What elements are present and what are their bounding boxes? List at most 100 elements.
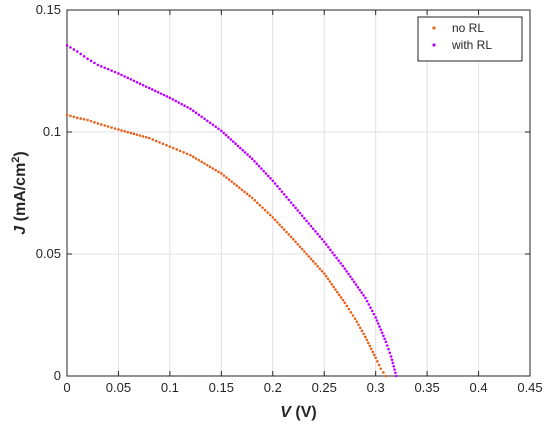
data-point [394, 374, 398, 378]
data-point [332, 285, 335, 289]
data-point [269, 177, 272, 180]
data-point [238, 186, 241, 190]
y-axis-unit-superscript: 2 [10, 157, 22, 163]
data-point [231, 140, 235, 143]
data-point [110, 126, 113, 129]
data-point [322, 272, 326, 275]
data-point [189, 153, 192, 157]
data-point [222, 174, 226, 177]
data-point [345, 270, 348, 273]
data-point [93, 61, 96, 65]
data-point [106, 67, 110, 71]
data-point [377, 363, 381, 367]
data-point [206, 163, 209, 167]
data-point [203, 162, 206, 165]
data-point [298, 245, 302, 248]
data-point [189, 107, 192, 111]
data-point [371, 350, 375, 354]
data-point [360, 291, 363, 294]
data-point [376, 360, 379, 363]
data-point [353, 317, 357, 320]
data-point [153, 89, 157, 93]
data-point [132, 79, 136, 83]
data-point [96, 63, 100, 67]
data-point [197, 113, 201, 117]
data-point [185, 152, 189, 156]
data-point [352, 280, 356, 284]
data-point [372, 353, 376, 357]
data-point [144, 135, 148, 139]
axis-ticks: 0 0.05 0.1 0.15 0.2 0.25 0.3 0.35 0.4 0.45 0 0.05 0.… [36, 2, 543, 395]
data-point [375, 319, 379, 322]
data-point [266, 174, 270, 178]
data-point [203, 117, 206, 121]
data-point [120, 73, 123, 77]
data-point [337, 259, 340, 262]
data-point [345, 304, 349, 308]
data-point [292, 203, 295, 207]
legend: no RL with RL [417, 16, 523, 62]
data-point [206, 119, 209, 123]
data-point [161, 142, 165, 146]
data-point [370, 309, 374, 313]
data-point [86, 57, 89, 61]
data-point [369, 306, 372, 309]
data-point [141, 83, 145, 87]
data-point [300, 214, 304, 217]
data-point [362, 332, 365, 336]
data-point [194, 111, 198, 115]
data-point [309, 257, 313, 261]
data-point [253, 159, 256, 163]
data-point [69, 46, 72, 49]
legend-label: no RL [452, 21, 484, 35]
data-point [96, 122, 100, 125]
data-point [276, 220, 279, 224]
data-point [241, 148, 245, 152]
data-point [303, 250, 306, 253]
data-point [292, 238, 295, 241]
data-point [260, 167, 263, 170]
data-point [337, 293, 341, 297]
data-point [250, 196, 254, 200]
data-point [309, 224, 313, 228]
data-point [307, 222, 311, 225]
data-point [261, 206, 264, 209]
data-point [282, 193, 286, 196]
data-point [180, 102, 183, 106]
data-point [177, 101, 181, 104]
data-point [110, 69, 113, 72]
data-point [356, 285, 360, 289]
data-point [89, 59, 93, 63]
data-point [380, 331, 384, 334]
data-point [392, 364, 395, 368]
data-point [394, 371, 397, 375]
data-point [318, 235, 322, 238]
data-point [305, 219, 308, 223]
y-tick-label: 0.1 [43, 124, 61, 139]
data-point [65, 44, 69, 47]
data-point [289, 235, 293, 239]
data-point [168, 96, 172, 100]
data-point [89, 119, 93, 123]
data-point [126, 76, 130, 80]
data-point [172, 146, 175, 150]
data-point [235, 184, 239, 187]
data-point [200, 160, 203, 164]
x-tick-label: 0.2 [264, 380, 282, 395]
data-points [65, 44, 398, 378]
data-point [367, 341, 370, 345]
y-axis-title: J (mA/cm2) [10, 151, 29, 234]
data-point [138, 134, 142, 137]
data-point [387, 347, 390, 351]
data-point [79, 52, 83, 56]
data-point [72, 115, 76, 119]
data-point [343, 267, 347, 270]
data-point [123, 75, 126, 78]
data-point [243, 190, 246, 194]
data-point [280, 225, 284, 229]
data-point [388, 351, 392, 355]
data-point [141, 135, 145, 138]
data-point [256, 201, 259, 205]
data-point [333, 253, 336, 257]
data-point [234, 142, 237, 146]
